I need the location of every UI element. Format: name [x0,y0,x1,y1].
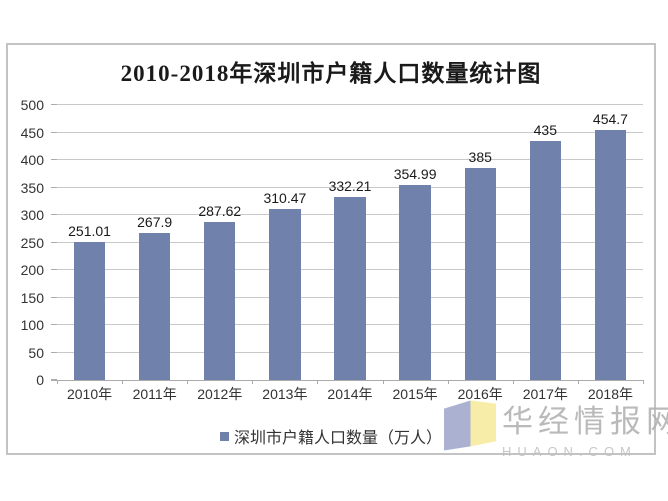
x-axis-label: 2016年 [457,386,503,402]
bar-value-label: 354.99 [393,165,437,182]
x-axis-label: 2014年 [327,386,373,402]
x-tick [57,380,58,384]
bar-group: 354.99 [383,105,448,380]
x-axis-label: 2012年 [197,386,243,402]
gridline [57,104,643,105]
gridline [57,186,643,188]
bar [269,209,301,380]
legend-swatch-icon [219,431,229,441]
bar [139,232,171,380]
bar-value-label: 385 [468,149,492,166]
bar [73,241,106,380]
bar-value-label: 267.9 [137,213,173,230]
bar-group: 435 [513,105,578,380]
watermark: 华经情报网 HUAON.COM [444,396,668,459]
legend: 深圳市户籍人口数量（万人） [6,424,656,448]
open-book-logo-icon [444,400,496,451]
x-tick [317,380,319,384]
y-tick [51,159,57,160]
bar [529,140,561,380]
y-axis-label: 100 [20,317,44,333]
watermark-text: 华经情报网 HUAON.COM [502,396,668,459]
y-tick [51,296,57,298]
y-axis-label: 300 [20,207,44,223]
x-axis-label: 2013年 [262,386,308,402]
x-axis-label: 2017年 [522,386,568,402]
y-axis-label: 250 [20,234,44,251]
gridline [57,131,643,133]
bar [204,221,236,380]
y-tick [51,104,57,105]
x-axis-label: 2010年 [66,386,113,402]
gridline [57,159,643,160]
y-tick [51,186,57,188]
bar-value-label: 310.47 [263,190,307,207]
bar-value-label: 332.21 [328,178,372,195]
bar [594,129,627,380]
y-axis-label: 400 [20,152,44,168]
x-axis-labels: 2010年 2011年 2012年 2013年 2014年 2015年 2016年 2017年… [57,384,643,404]
y-tick [51,269,57,270]
y-axis-label: 350 [20,179,44,196]
x-tick [252,380,254,384]
bar-value-label: 287.62 [198,202,242,219]
y-tick [51,241,57,243]
x-tick [187,380,189,384]
watermark-domain: HUAON.COM [502,444,637,459]
x-tick [643,380,644,384]
y-axis-label: 450 [20,124,44,141]
y-axis-label: 50 [28,344,44,361]
x-tick [382,380,384,384]
x-tick [512,380,514,384]
bar-group: 287.62 [187,105,252,380]
watermark-site-name: 华经情报网 [502,404,668,439]
bar-value-label: 435 [533,121,557,138]
y-axis-label: 0 [36,372,44,388]
bar [464,168,496,380]
plot-area: 251.01 267.9 287.62 310.47 332.21 354.99 385 43… [51,104,644,384]
x-axis-label: 2015年 [392,386,438,402]
y-tick [51,351,57,353]
x-axis-label: 2011年 [132,386,177,402]
bar-group: 385 [448,105,513,380]
y-tick [51,379,57,380]
bar-group: 454.7 [578,105,643,380]
bar-value-label: 454.7 [592,110,628,127]
x-tick [447,380,449,384]
y-axis-label: 500 [20,97,44,113]
y-tick [51,324,57,325]
bar-group: 251.01 [57,105,122,380]
bar-series: 251.01 267.9 287.62 310.47 332.21 354.99 385 43… [57,105,643,380]
y-tick [51,131,57,133]
bar-group: 267.9 [122,105,187,380]
y-axis-label: 200 [20,262,44,278]
bar-group: 332.21 [317,105,382,380]
chart-title: 2010-2018年深圳市户籍人口数量统计图 [120,61,542,86]
bar-value-label: 251.01 [68,222,111,239]
legend-label: 深圳市户籍人口数量（万人） [233,430,442,447]
x-tick [122,380,124,384]
bar [399,184,431,380]
bar [334,197,366,380]
y-axis-label: 150 [20,289,44,306]
x-axis-label: 2018年 [587,386,633,402]
x-tick [577,380,579,384]
bar-group: 310.47 [252,105,317,380]
y-tick [51,214,57,215]
x-axis-line [51,380,643,381]
